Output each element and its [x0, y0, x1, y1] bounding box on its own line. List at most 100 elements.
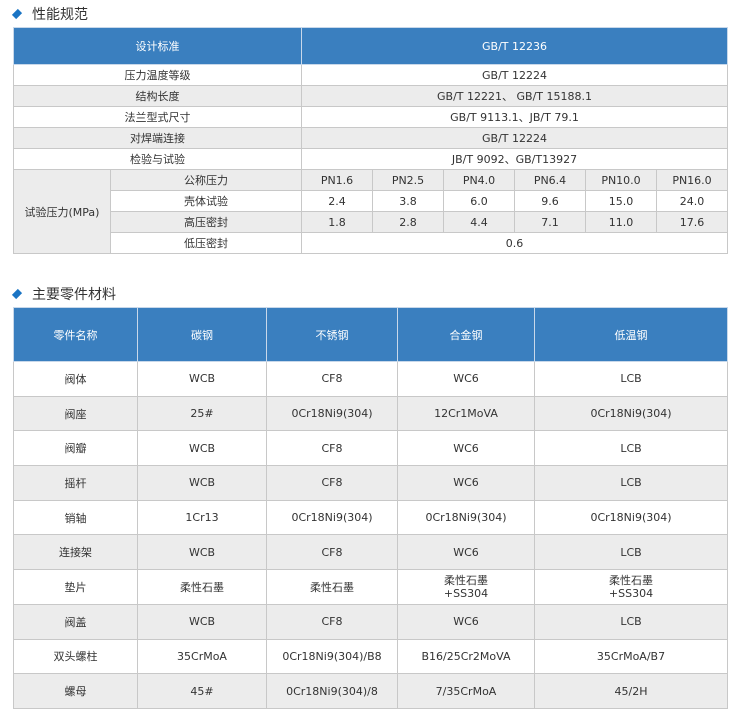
material-cell: WCB — [137, 534, 267, 571]
row-label: 结构长度 — [13, 85, 302, 107]
test-value: 24.0 — [656, 190, 728, 212]
test-value: 3.8 — [372, 190, 444, 212]
test-value: 9.6 — [514, 190, 586, 212]
table-row: 阀盖 WCB CF8 WC6 LCB — [13, 603, 728, 640]
test-value: PN10.0 — [585, 169, 657, 191]
material-cell: 柔性石墨 +SS304 — [397, 569, 535, 605]
test-value: 6.0 — [443, 190, 515, 212]
table-row: 结构长度 GB/T 12221、 GB/T 15188.1 — [13, 85, 728, 107]
part-name: 连接架 — [13, 534, 138, 571]
material-cell: 25# — [137, 395, 267, 432]
column-header: 合金钢 — [397, 307, 535, 362]
test-pressure-label: 试验压力(MPa) — [13, 169, 111, 254]
section-title-text: 主要零件材料 — [32, 287, 116, 303]
material-cell: 45# — [137, 673, 267, 709]
diamond-bullet-icon — [11, 288, 23, 300]
test-value: 1.8 — [301, 211, 373, 233]
row-value: GB/T 12221、 GB/T 15188.1 — [301, 85, 728, 107]
table-row: 零件名称 碳钢 不锈钢 合金钢 低温钢 — [13, 307, 728, 362]
header-label: 设计标准 — [13, 27, 302, 65]
test-value: PN4.0 — [443, 169, 515, 191]
material-cell: LCB — [534, 361, 728, 397]
material-cell: 0Cr18Ni9(304) — [266, 395, 398, 432]
table-row: 试验压力(MPa) 公称压力 PN1.6 PN2.5 PN4.0 PN6.4 PN10.0 P… — [13, 169, 728, 254]
material-cell: 柔性石墨 — [137, 569, 267, 605]
table-row: 设计标准 GB/T 12236 — [13, 27, 728, 65]
test-value: 0.6 — [301, 232, 728, 254]
spec-table: 设计标准 GB/T 12236 压力温度等级 GB/T 12224 结构长度 GB/T 1… — [13, 27, 728, 254]
material-cell: CF8 — [266, 603, 398, 640]
table-row: 摇杆 WCB CF8 WC6 LCB — [13, 465, 728, 501]
column-header: 不锈钢 — [266, 307, 398, 362]
material-cell: WCB — [137, 603, 267, 640]
table-row: 连接架 WCB CF8 WC6 LCB — [13, 534, 728, 571]
material-cell: LCB — [534, 430, 728, 467]
test-value: 7.1 — [514, 211, 586, 233]
material-cell: 45/2H — [534, 673, 728, 709]
column-header: 低温钢 — [534, 307, 728, 362]
part-name: 阀盖 — [13, 603, 138, 640]
material-cell: WC6 — [397, 430, 535, 467]
row-label: 法兰型式尺寸 — [13, 106, 302, 128]
row-label: 检验与试验 — [13, 148, 302, 170]
table-row: 阀体 WCB CF8 WC6 LCB — [13, 361, 728, 397]
material-cell: WCB — [137, 361, 267, 397]
table-row: 壳体试验 2.4 3.8 6.0 9.6 15.0 24.0 — [14, 190, 728, 212]
test-value: 17.6 — [656, 211, 728, 233]
test-row-label: 低压密封 — [110, 232, 302, 254]
table-row: 法兰型式尺寸 GB/T 9113.1、JB/T 79.1 — [13, 106, 728, 128]
part-name: 螺母 — [13, 673, 138, 709]
table-row: 双头螺柱 35CrMoA 0Cr18Ni9(304)/B8 B16/25Cr2MoVA… — [13, 638, 728, 675]
table-row: 检验与试验 JB/T 9092、GB/T13927 — [13, 148, 728, 170]
test-value: PN2.5 — [372, 169, 444, 191]
row-value: GB/T 12224 — [301, 127, 728, 149]
part-name: 阀座 — [13, 395, 138, 432]
column-header: 零件名称 — [13, 307, 138, 362]
table-row: 低压密封 0.6 — [14, 232, 728, 254]
table-row: 销轴 1Cr13 0Cr18Ni9(304) 0Cr18Ni9(304) 0Cr18Ni… — [13, 499, 728, 536]
test-row-label: 壳体试验 — [110, 190, 302, 212]
header-value: GB/T 12236 — [301, 27, 728, 65]
material-cell: WC6 — [397, 603, 535, 640]
part-name: 销轴 — [13, 499, 138, 536]
material-cell: WCB — [137, 430, 267, 467]
material-cell: 35CrMoA — [137, 638, 267, 675]
part-name: 垫片 — [13, 569, 138, 605]
row-value: GB/T 12224 — [301, 64, 728, 86]
table-row: 压力温度等级 GB/T 12224 — [13, 64, 728, 86]
part-name: 摇杆 — [13, 465, 138, 501]
material-cell: 0Cr18Ni9(304) — [534, 395, 728, 432]
diamond-bullet-icon — [11, 8, 23, 20]
test-value: PN6.4 — [514, 169, 586, 191]
material-cell: 0Cr18Ni9(304)/8 — [266, 673, 398, 709]
material-cell: LCB — [534, 603, 728, 640]
table-row: 阀瓣 WCB CF8 WC6 LCB — [13, 430, 728, 467]
material-cell: 0Cr18Ni9(304)/B8 — [266, 638, 398, 675]
row-value: GB/T 9113.1、JB/T 79.1 — [301, 106, 728, 128]
part-name: 阀体 — [13, 361, 138, 397]
test-value: 2.8 — [372, 211, 444, 233]
test-value: PN1.6 — [301, 169, 373, 191]
material-cell: WC6 — [397, 465, 535, 501]
material-cell: LCB — [534, 534, 728, 571]
material-cell: WC6 — [397, 534, 535, 571]
test-value: 2.4 — [301, 190, 373, 212]
table-row: 垫片 柔性石墨 柔性石墨 柔性石墨 +SS304 柔性石墨 +SS304 — [13, 569, 728, 605]
part-name: 双头螺柱 — [13, 638, 138, 675]
table-row: 螺母 45# 0Cr18Ni9(304)/8 7/35CrMoA 45/2H — [13, 673, 728, 709]
material-cell: 柔性石墨 +SS304 — [534, 569, 728, 605]
test-value: PN16.0 — [656, 169, 728, 191]
material-cell: CF8 — [266, 465, 398, 501]
material-cell: 柔性石墨 — [266, 569, 398, 605]
materials-table: 零件名称 碳钢 不锈钢 合金钢 低温钢 阀体 WCB CF8 WC6 LCB 阀座 25# 0Cr18N… — [13, 307, 728, 709]
section-title-spec: 性能规范 — [11, 4, 88, 24]
part-name: 阀瓣 — [13, 430, 138, 467]
material-cell: 0Cr18Ni9(304) — [397, 499, 535, 536]
test-row-label: 公称压力 — [110, 169, 302, 191]
material-cell: CF8 — [266, 430, 398, 467]
material-cell: CF8 — [266, 534, 398, 571]
test-value: 11.0 — [585, 211, 657, 233]
material-cell: WC6 — [397, 361, 535, 397]
material-cell: B16/25Cr2MoVA — [397, 638, 535, 675]
material-cell: 1Cr13 — [137, 499, 267, 536]
